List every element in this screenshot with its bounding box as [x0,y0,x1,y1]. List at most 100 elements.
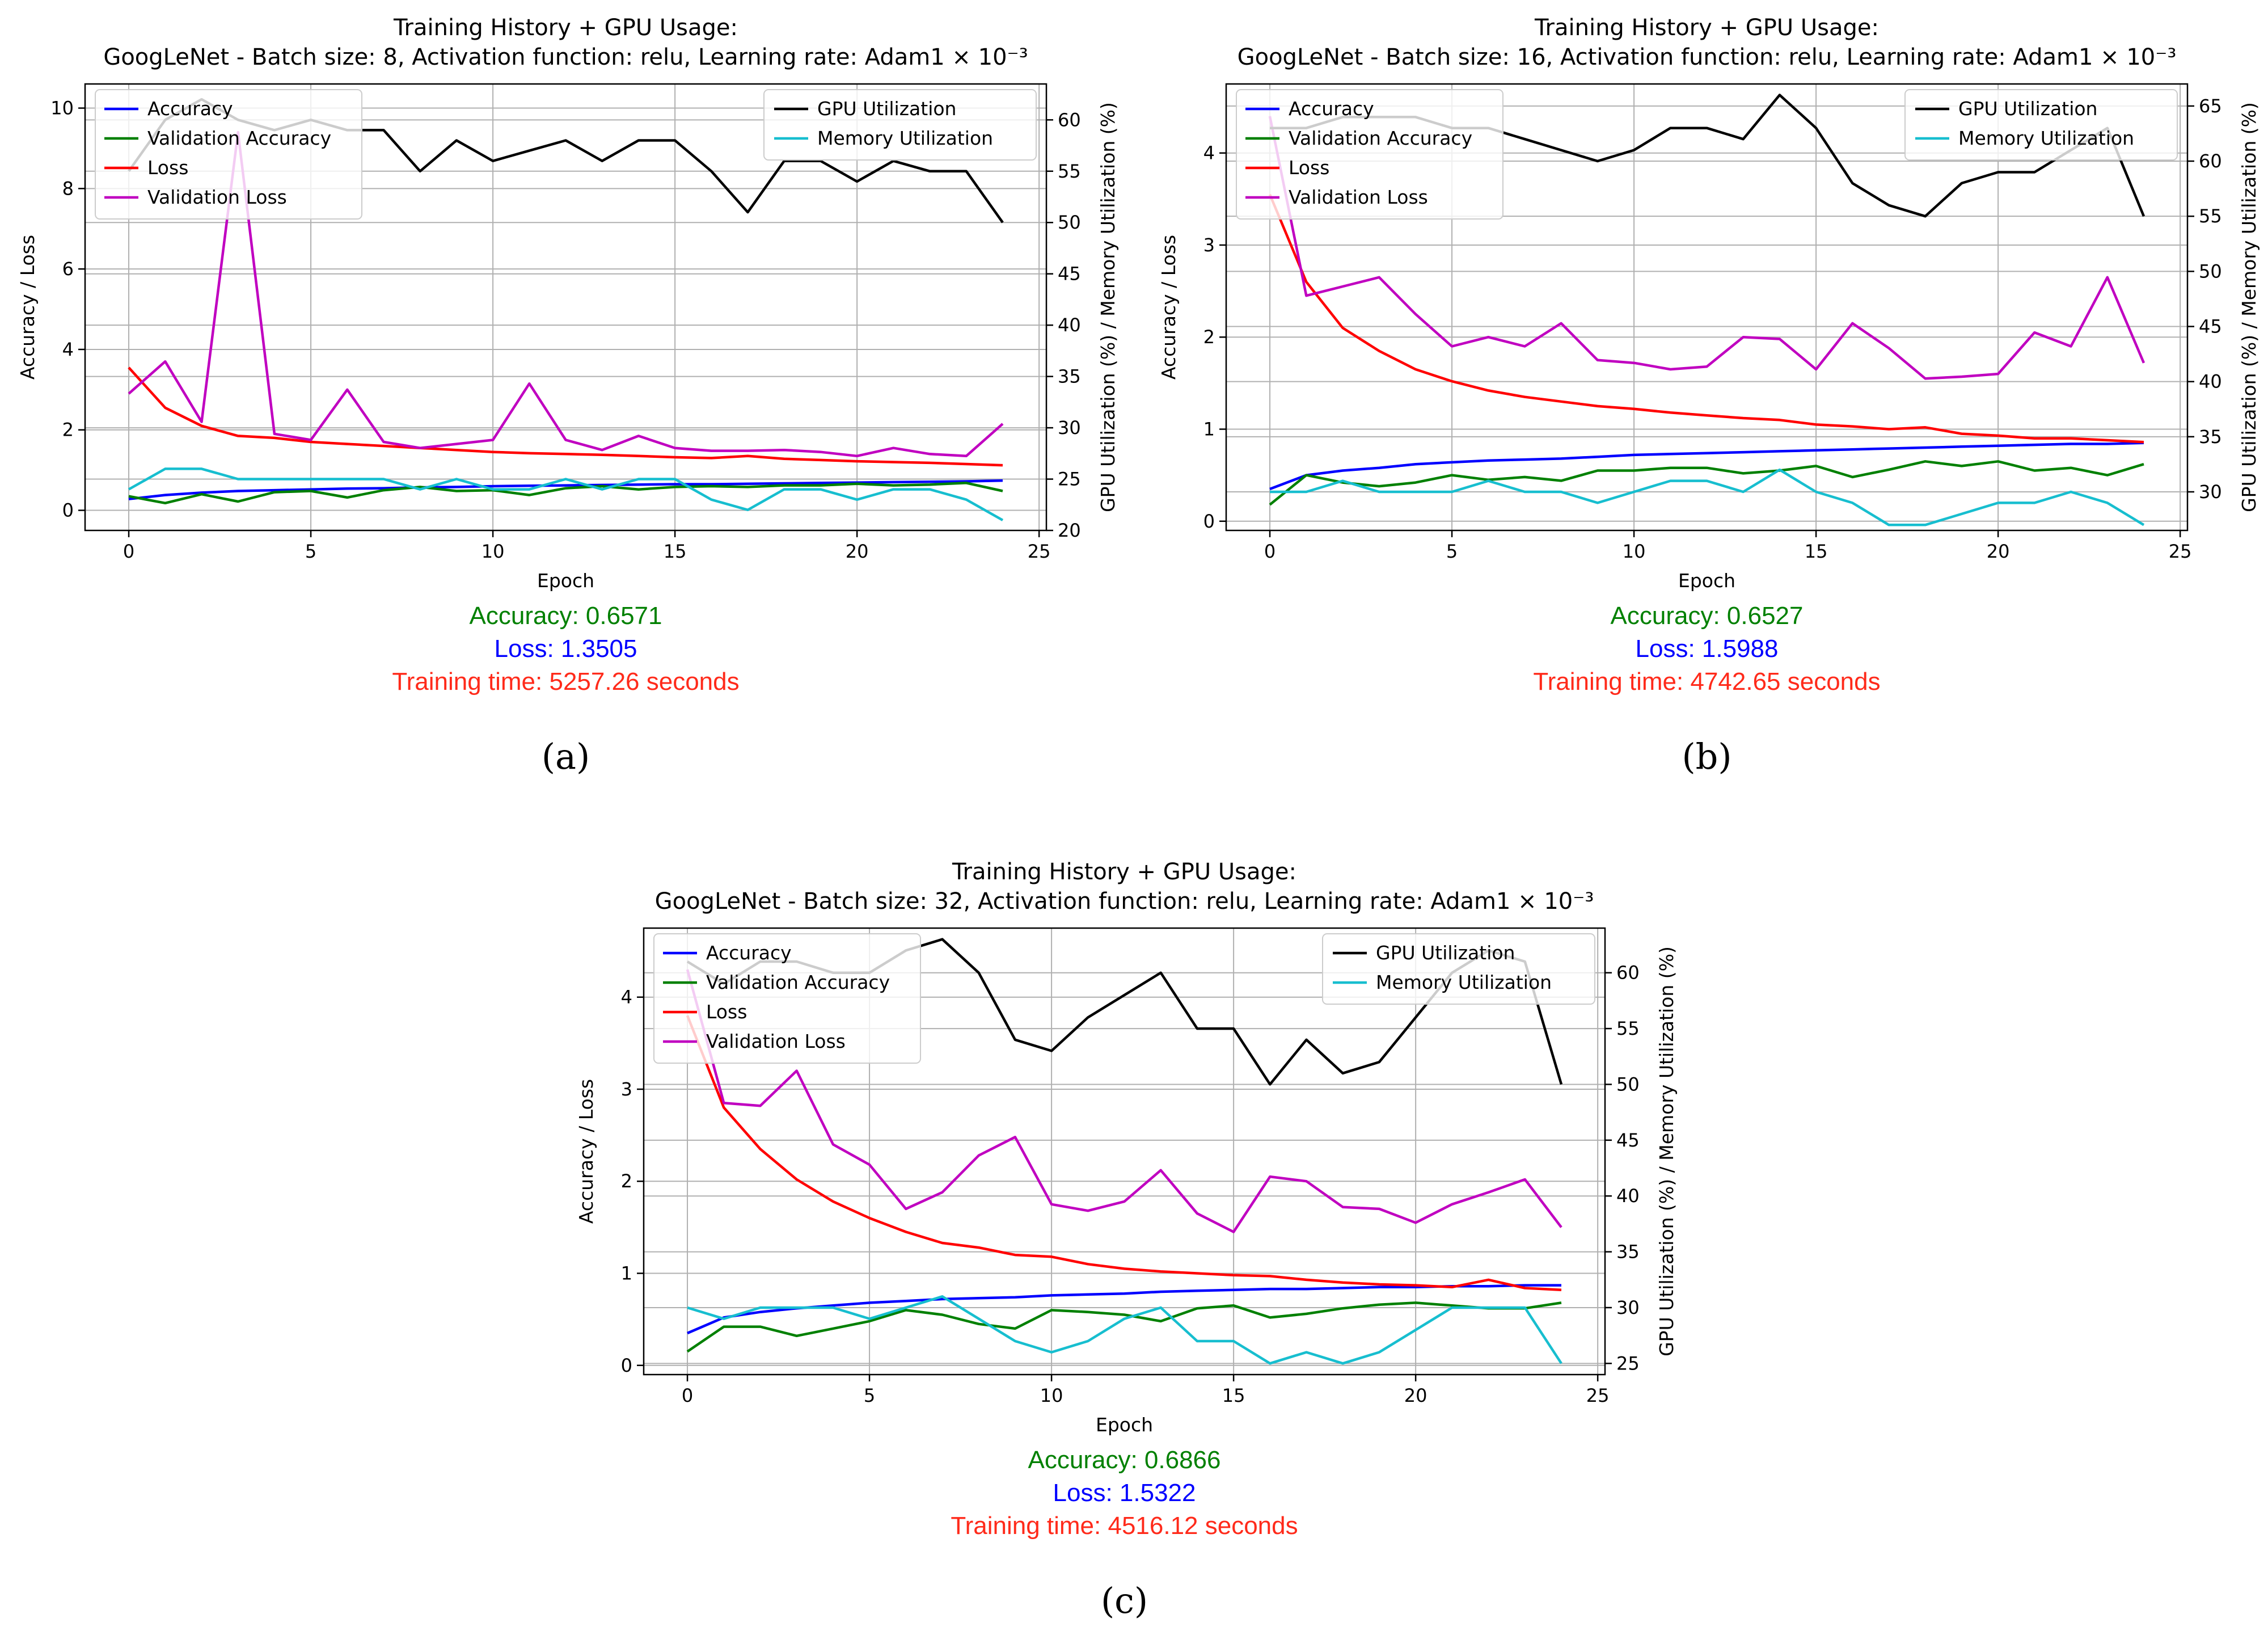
accuracy-stat: Accuracy: 0.6571 [470,602,662,630]
series-line-loss [1268,193,2144,444]
chart-subtitle: GoogLeNet - Batch size: 8, Activation fu… [103,44,1028,70]
y-axis-label: Accuracy / Loss [575,1079,597,1224]
subfigure-caption: (c) [1101,1580,1148,1621]
subfigure-caption: (a) [542,736,590,777]
chart-title: Training History + GPU Usage: [1534,15,1879,41]
loss-stat: Loss: 1.5322 [1053,1479,1196,1507]
legend-label: Loss [1289,157,1329,179]
y-tick-label: 2 [1203,326,1215,348]
y2-tick-label: 60 [1058,109,1081,130]
y2-tick-label: 55 [1058,161,1081,182]
x-tick-label: 5 [1446,541,1458,562]
series-line-loss [686,1015,1562,1291]
y2-tick-label: 25 [1616,1352,1640,1374]
chart-panel-c: Training History + GPU Usage: GoogLeNet -… [575,859,1678,1621]
x-tick-label: 5 [864,1385,875,1406]
loss-stat: Loss: 1.5988 [1636,635,1779,663]
x-tick-label: 0 [682,1385,693,1406]
legend-left: Accuracy Validation Accuracy Loss Validatio… [653,933,921,1064]
x-tick-label: 25 [2169,541,2192,562]
y2-tick-label: 20 [1058,520,1081,541]
series-line-validation-accuracy [686,1301,1562,1353]
y2-tick-label: 35 [2199,426,2222,448]
y-tick-label: 4 [1203,142,1215,164]
x-tick-label: 5 [305,541,316,562]
y-tick-label: 0 [62,500,74,521]
x-tick-label: 15 [664,541,687,562]
legend-label: Memory Utilization [1958,127,2134,149]
training-time-stat: Training time: 4516.12 seconds [951,1512,1298,1540]
subfigure-caption: (b) [1682,736,1731,777]
y2-tick-label: 40 [2199,371,2222,393]
y2-tick-label: 30 [2199,481,2222,503]
legend-right-box [763,89,1037,161]
y-axis-label: Accuracy / Loss [16,235,39,380]
y2-tick-label: 50 [1616,1073,1640,1095]
series-line-accuracy [1269,441,2144,491]
accuracy-stat: Accuracy: 0.6527 [1611,602,1804,630]
y2-tick-label: 50 [2199,260,2222,282]
plot-frame [1225,83,2189,532]
series-line-accuracy [687,1284,1561,1335]
y-tick-label: 2 [621,1170,632,1192]
x-tick-label: 15 [1222,1385,1245,1406]
x-tick-label: 15 [1805,541,1828,562]
y-tick-label: 0 [621,1355,632,1376]
legend-left-box [95,89,362,220]
series-line-memory-utilization [128,467,1004,521]
x-tick-label: 0 [123,541,134,562]
chart-panel-b: Training History + GPU Usage: GoogLeNet -… [1158,15,2260,777]
x-axis-label: Epoch [1678,570,1735,592]
y-tick-label: 6 [62,258,74,280]
legend-right-box [1322,933,1595,1005]
legend-right: GPU Utilization Memory Utilization [763,89,1037,161]
series-line-validation-loss [1268,116,2145,380]
legend-left-box [653,933,921,1064]
series-line-memory-utilization [687,1295,1562,1365]
legend-label: Validation Loss [1289,186,1428,208]
y2-tick-label: 40 [1616,1185,1640,1207]
loss-stat: Loss: 1.3505 [495,635,637,663]
y2-tick-label: 25 [1058,469,1081,490]
y2-axis-label: GPU Utilization (%) / Memory Utilization… [2238,102,2260,512]
legend-label: GPU Utilization [817,98,956,120]
x-tick-label: 10 [482,541,505,562]
legend-label: GPU Utilization [1958,98,2097,120]
x-tick-label: 25 [1028,541,1051,562]
y2-axis-label: GPU Utilization (%) / Memory Utilization… [1097,102,1119,512]
y-tick-label: 8 [62,178,74,199]
series-line-memory-utilization [1270,468,2145,526]
legend-label: Validation Loss [706,1030,846,1052]
y-tick-label: 10 [50,98,74,119]
training-time-stat: Training time: 4742.65 seconds [1533,668,1880,696]
y-tick-label: 3 [621,1078,632,1100]
series-line-validation-accuracy [128,482,1003,505]
legend-label: Validation Loss [147,186,287,208]
legend-left: Accuracy Validation Accuracy Loss Validatio… [95,89,362,220]
chart-panel-a: Training History + GPU Usage: GoogLeNet -… [16,15,1119,777]
y2-tick-label: 60 [1616,962,1640,984]
legend-right: GPU Utilization Memory Utilization [1904,89,2178,161]
y-tick-label: 2 [62,419,74,441]
y2-tick-label: 40 [1058,314,1081,336]
legend-label: Accuracy [147,98,233,120]
y-tick-label: 0 [1203,511,1215,532]
legend-label: Memory Utilization [1376,971,1552,993]
legend-left: Accuracy Validation Accuracy Loss Validatio… [1236,89,1503,220]
series-line-validation-accuracy [1269,460,2144,506]
y2-tick-label: 45 [1058,263,1081,285]
y2-tick-label: 60 [2199,150,2222,172]
legend-label: Validation Accuracy [706,971,890,993]
y2-tick-label: 65 [2199,95,2222,117]
legend-label: Validation Accuracy [147,127,331,149]
y-axis-label: Accuracy / Loss [1158,235,1180,380]
x-axis-label: Epoch [537,570,594,592]
x-tick-label: 20 [846,541,869,562]
x-tick-label: 0 [1264,541,1276,562]
x-tick-label: 25 [1586,1385,1610,1406]
y2-axis-label: GPU Utilization (%) / Memory Utilization… [1655,946,1678,1356]
legend-right: GPU Utilization Memory Utilization [1322,933,1595,1005]
y2-tick-label: 50 [1058,212,1081,233]
x-tick-label: 10 [1040,1385,1063,1406]
